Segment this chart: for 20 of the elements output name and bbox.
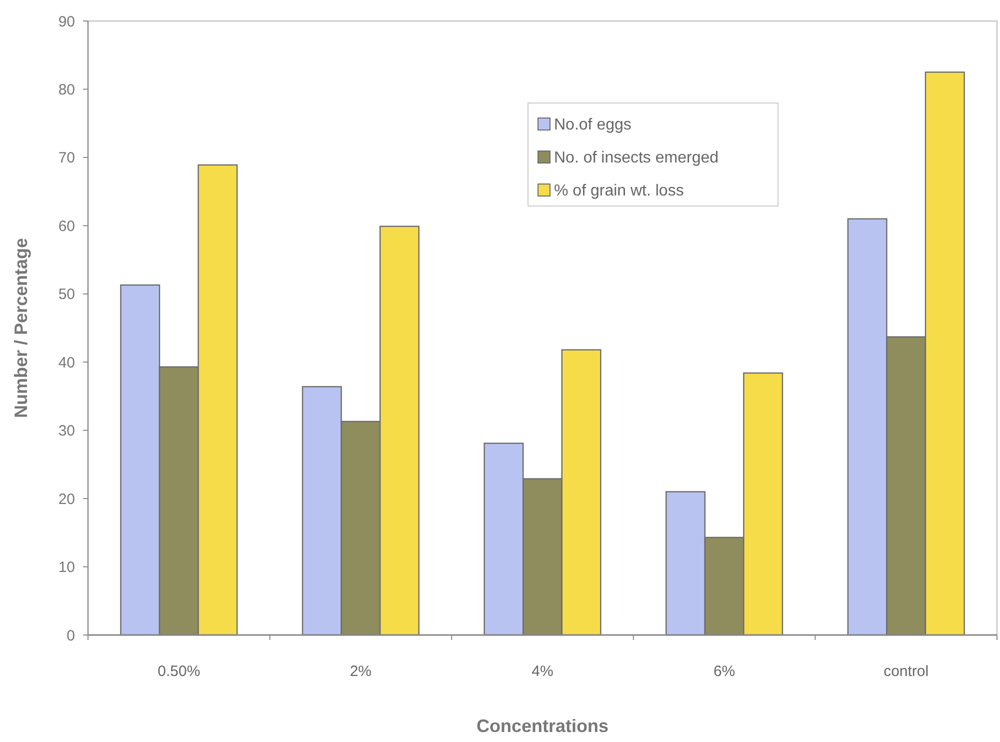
x-tick-label: 6% xyxy=(713,663,736,680)
legend-label: % of grain wt. loss xyxy=(554,182,684,200)
y-tick-label: 80 xyxy=(58,81,75,98)
legend-label: No. of insects emerged xyxy=(554,150,719,167)
x-tick-label: 0.50% xyxy=(158,663,200,680)
y-tick-label: 70 xyxy=(58,150,75,167)
x-tick-label: control xyxy=(884,663,929,680)
y-tick-label: 20 xyxy=(58,490,75,508)
y-tick-label: 40 xyxy=(58,354,75,372)
y-axis-title: Number / Percentage xyxy=(11,238,31,418)
x-axis-title: Concentrations xyxy=(476,716,609,736)
y-tick-label: 30 xyxy=(58,422,75,440)
legend-label: No.of eggs xyxy=(554,116,632,134)
y-tick-label: 50 xyxy=(58,286,75,304)
y-tick-label: 90 xyxy=(58,13,75,30)
y-tick-label: 60 xyxy=(58,218,75,235)
y-tick-label: 10 xyxy=(58,559,75,576)
x-tick-label: 4% xyxy=(532,663,554,680)
x-tick-label: 2% xyxy=(350,663,372,680)
y-tick-label: 0 xyxy=(66,627,75,644)
